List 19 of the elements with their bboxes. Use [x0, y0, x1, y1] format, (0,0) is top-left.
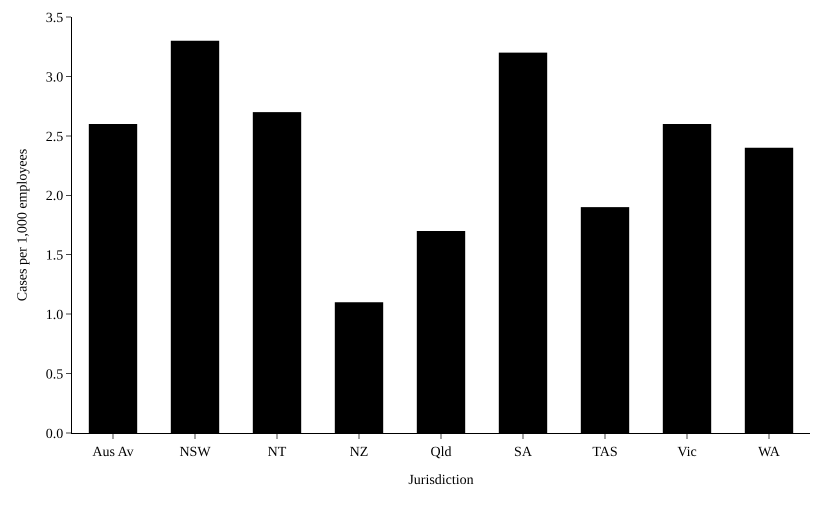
x-tick-label: Qld — [430, 444, 452, 460]
x-tick-label: NSW — [179, 444, 212, 460]
x-tick-label: NT — [268, 444, 287, 460]
y-tick-label: 0.0 — [46, 426, 64, 442]
x-axis-title: Jurisdiction — [408, 473, 474, 488]
y-tick-label: 1.0 — [46, 308, 64, 324]
x-tick-label: TAS — [592, 444, 618, 460]
y-tick-label: 3.5 — [46, 10, 64, 26]
y-tick-label: 2.0 — [46, 189, 64, 204]
x-tick-label: Aus Av — [92, 444, 134, 460]
x-tick-label: Vic — [677, 444, 697, 460]
y-tick-label: 2.5 — [46, 130, 64, 145]
y-axis-title: Cases per 1,000 employees — [15, 148, 30, 302]
y-tick-label: 1.5 — [46, 248, 64, 264]
y-tick-label: 0.5 — [46, 367, 64, 382]
y-tick-label: 3.0 — [46, 70, 64, 86]
x-tick-label: SA — [514, 444, 533, 460]
x-tick-label: NZ — [350, 444, 368, 460]
x-tick-label: WA — [758, 444, 781, 460]
